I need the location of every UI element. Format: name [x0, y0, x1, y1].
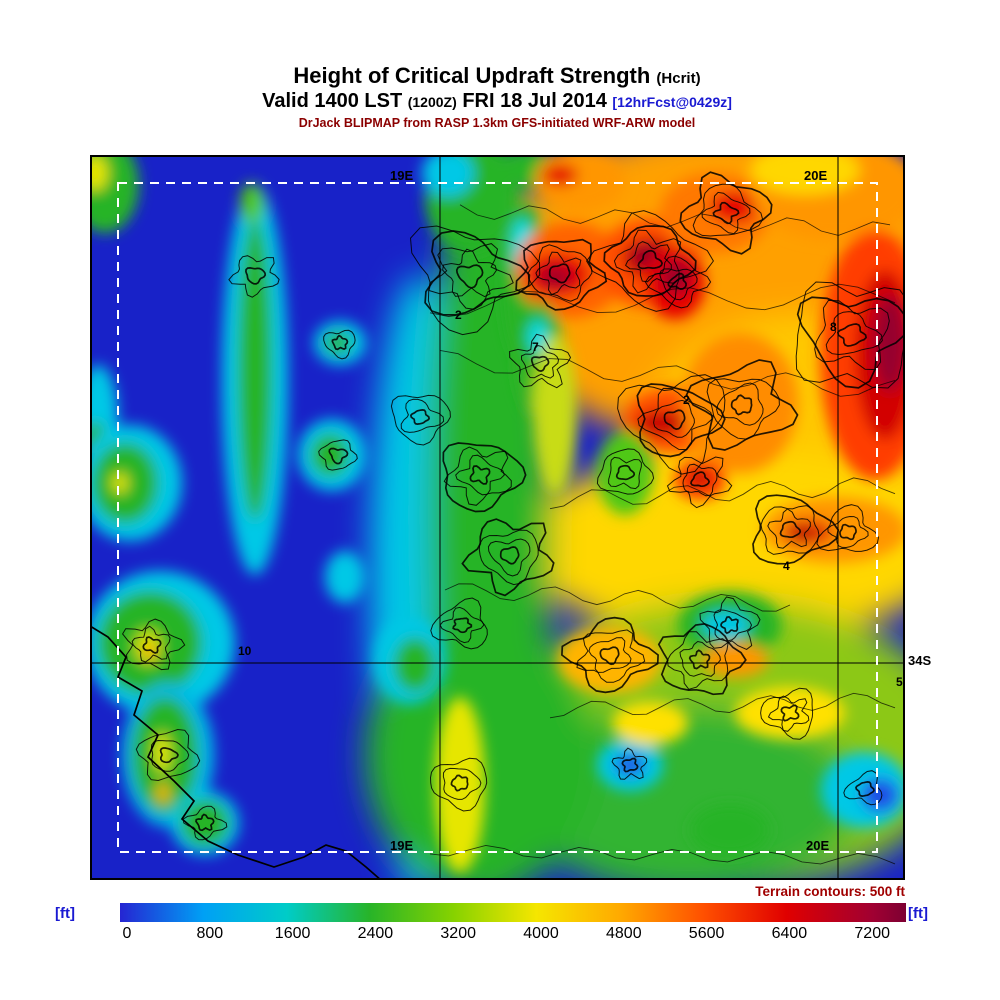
map-contour-number: 2 — [455, 308, 462, 322]
colorbar-tick: 4800 — [606, 925, 642, 942]
map-contour-number: 2 — [683, 393, 690, 407]
colorbar-gradient — [120, 903, 906, 922]
header: Height of Critical Updraft Strength (Hcr… — [0, 63, 994, 130]
map-grid-label: 19E — [390, 838, 413, 853]
colorbar-tick: 4000 — [523, 925, 559, 942]
map-grid-label: 19E — [390, 168, 413, 183]
map-contour-number: 4 — [783, 559, 790, 573]
valid-time-line: Valid 1400 LST (1200Z) FRI 18 Jul 2014 [… — [0, 90, 994, 113]
model-attribution: DrJack BLIPMAP from RASP 1.3km GFS-initi… — [298, 116, 696, 130]
page-title-suffix: (Hcrit) — [656, 70, 701, 87]
terrain-contours-note: Terrain contours: 500 ft — [755, 884, 905, 899]
map-contour-number: 5 — [896, 675, 903, 689]
colorbar-tick: 1600 — [274, 925, 311, 942]
map-grid-label: 20E — [804, 168, 827, 183]
title-line: Height of Critical Updraft Strength (Hcr… — [0, 63, 994, 89]
map-contour-number: 7 — [532, 340, 539, 354]
colorbar-tick: 0 — [122, 925, 132, 942]
colorbar-tick: 6400 — [771, 925, 808, 942]
colorbar-tick: 7200 — [854, 925, 890, 942]
map-svg: 19E 20E 19E 20E 2 7 2 8 4 10 5 — [90, 155, 905, 880]
colorbar-unit-right: [ft] — [908, 905, 928, 922]
map-contour-number: 8 — [830, 320, 837, 334]
colorbar-unit-left: [ft] — [55, 905, 75, 922]
page-title: Height of Critical Updraft Strength — [293, 63, 651, 88]
map-contour-number: 10 — [238, 644, 252, 658]
map: 19E 20E 19E 20E 2 7 2 8 4 10 5 — [90, 155, 905, 880]
forecast-cycle: [12hrFcst@0429z] — [612, 94, 732, 110]
map-grid-label: 20E — [806, 838, 829, 853]
colorbar-ticks: 0 800 1600 2400 3200 4000 4800 5600 6400 7200 — [120, 925, 906, 945]
valid-date: FRI 18 Jul 2014 — [462, 90, 607, 112]
colorbar-tick: 5600 — [688, 925, 725, 942]
latitude-label: 34S — [908, 653, 932, 668]
colorbar-tick: 3200 — [440, 925, 476, 942]
colorbar-tick: 800 — [196, 925, 224, 942]
valid-zulu: (1200Z) — [407, 94, 457, 110]
valid-time: Valid 1400 LST — [262, 90, 403, 112]
colorbar-tick: 2400 — [357, 925, 394, 942]
